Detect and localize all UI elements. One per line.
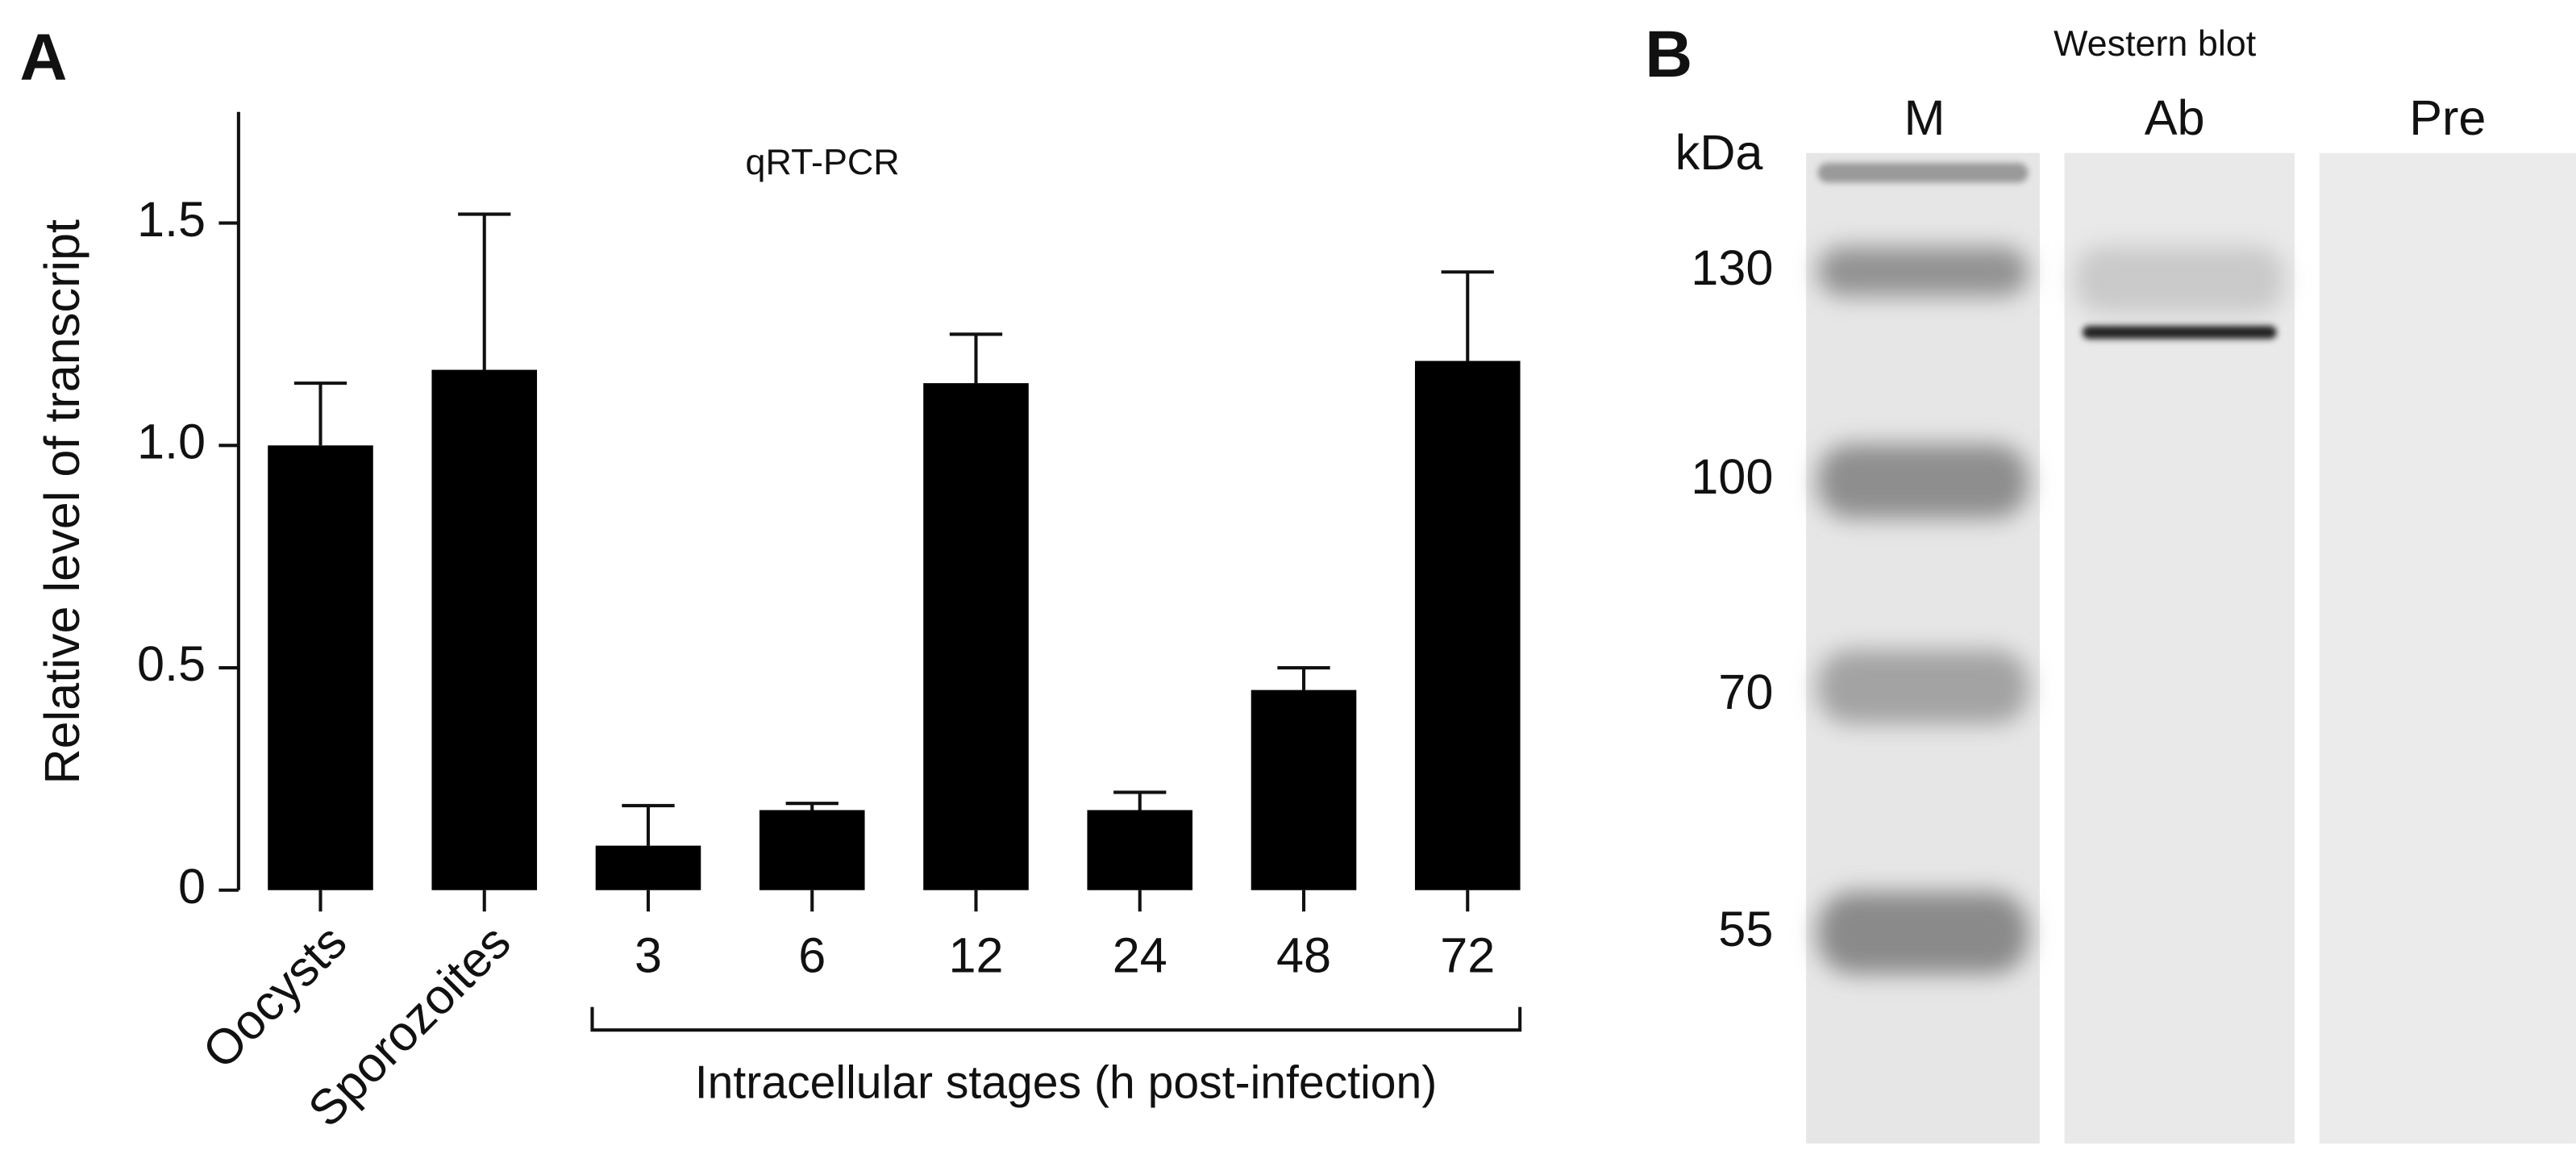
band (1817, 247, 2029, 297)
lane (2319, 152, 2576, 1144)
band (2075, 247, 2283, 313)
lane (2064, 152, 2295, 1144)
lane-label: Pre (2409, 90, 2486, 145)
panel-label: A (20, 21, 68, 94)
lane (1806, 152, 2040, 1144)
x-tick-label: 48 (1276, 928, 1331, 983)
y-tick-label: 1.5 (137, 192, 206, 247)
x-tick-label: 6 (798, 928, 826, 983)
band (1817, 891, 2029, 974)
y-tick-label: 0.5 (137, 636, 206, 691)
panel-label: B (1645, 18, 1692, 91)
group-label: Intracellular stages (h post-infection) (695, 1057, 1438, 1109)
x-tick-label: 24 (1113, 928, 1167, 983)
y-axis-label: Relative level of transcript (35, 219, 89, 785)
band (1817, 649, 2029, 724)
marker-label: 100 (1691, 449, 1773, 504)
bracket (590, 1006, 1522, 1032)
unit-label: kDa (1675, 125, 1764, 180)
marker-label: 130 (1691, 240, 1773, 295)
annotation: qRT-PCR (746, 141, 900, 182)
bar (1414, 360, 1521, 890)
bar (923, 383, 1029, 890)
blot (1806, 152, 2576, 1144)
marker-label: 55 (1718, 902, 1773, 956)
x-tick-label: 72 (1440, 928, 1495, 983)
x-tick-label: Oocysts (192, 914, 356, 1078)
x-tick-label: 3 (635, 928, 662, 983)
band (1817, 162, 2029, 183)
marker-label: 70 (1718, 665, 1773, 719)
bar (595, 845, 701, 890)
lane-label: Ab (2145, 90, 2205, 145)
bar (1251, 690, 1357, 890)
band (1817, 444, 2029, 519)
y-tick-label: 0 (178, 859, 206, 914)
band (2082, 325, 2277, 340)
bar (1087, 810, 1193, 890)
x-tick-label: 12 (948, 928, 1003, 983)
bar (431, 369, 538, 890)
y-tick-label: 1.0 (137, 414, 206, 469)
bar (268, 445, 373, 890)
lane-label: M (1904, 90, 1946, 145)
blot-title: Western blot (2054, 23, 2257, 64)
bar (759, 810, 865, 890)
